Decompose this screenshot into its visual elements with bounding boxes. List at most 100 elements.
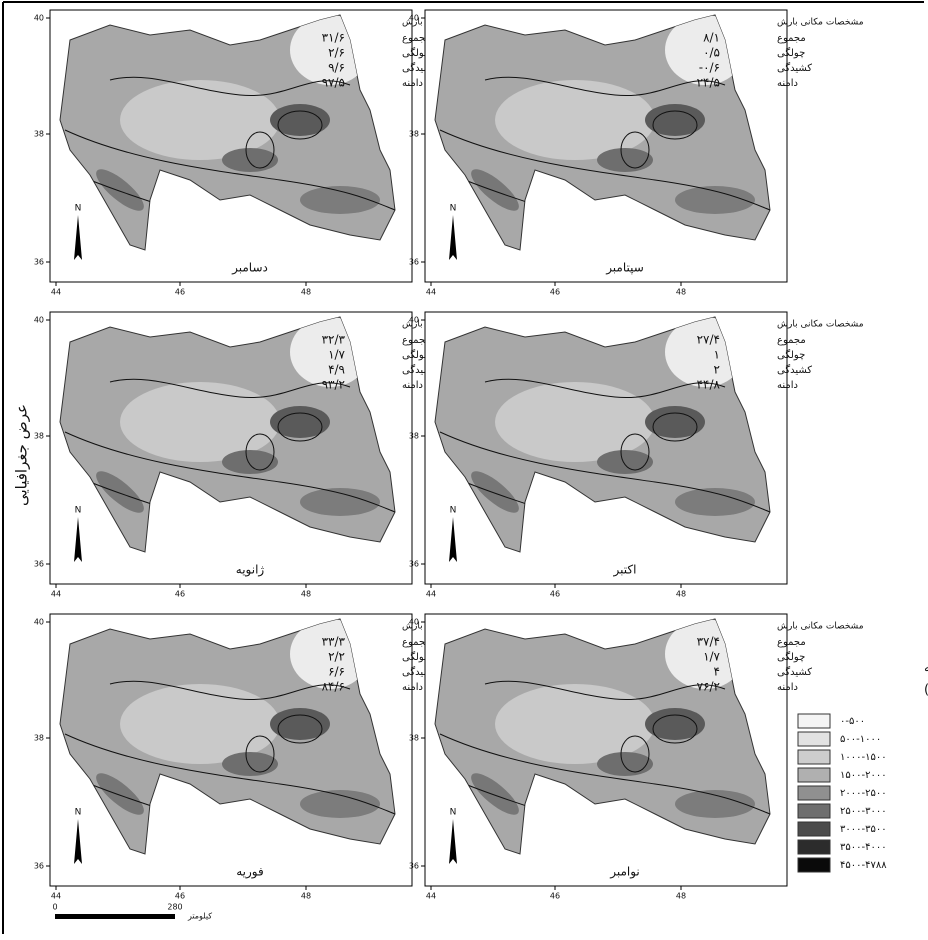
contour (64, 431, 395, 513)
legend-swatch (797, 857, 831, 873)
contour (109, 680, 351, 701)
stat-name: چولگی (777, 651, 805, 663)
contour (652, 110, 698, 140)
lat-tick-label: 40 (409, 14, 419, 23)
scale-bar: 0 280 کیلومتر (52, 903, 212, 921)
stat-name: مجموع (777, 33, 806, 44)
contour (109, 378, 351, 399)
stat-value: ۲۷/۴ (697, 333, 720, 347)
contour (439, 129, 770, 211)
highland (222, 148, 278, 172)
stat-name: چولگی (402, 651, 430, 663)
highland (675, 186, 755, 214)
stat-value: ۶/۶ (328, 665, 345, 679)
lon-tick-label: 48 (301, 892, 311, 901)
north-arrow (74, 819, 82, 864)
stat-value: ۴/۹ (328, 363, 345, 377)
contour (245, 433, 275, 471)
legend-label: ۱۰۰۰-۱۵۰۰ (840, 752, 887, 763)
stat-value: ۸۴/۶ (322, 680, 345, 694)
contour (620, 131, 650, 169)
lon-tick-label: 44 (426, 590, 436, 599)
highland (471, 169, 519, 211)
stat-name: کشیدگی (777, 364, 812, 376)
lon-tick-label: 44 (51, 288, 61, 297)
highland (645, 104, 705, 136)
stat-name: چولگی (402, 47, 430, 59)
lat-tick-label: 36 (34, 258, 44, 267)
legend-label: ۳۵۰۰-۴۰۰۰ (840, 842, 887, 853)
contour (439, 431, 770, 513)
stat-value: ۲/۲ (328, 650, 345, 664)
stat-value: ۳۲/۳ (322, 333, 346, 347)
relief (64, 317, 395, 528)
contour (484, 378, 726, 399)
stat-value: ۳۳/۳ (322, 635, 346, 649)
legend-swatch (797, 785, 831, 801)
lowland (120, 80, 280, 160)
stat-name: کشیدگی (777, 666, 812, 678)
lat-tick-label: 38 (34, 432, 44, 441)
stat-value: ۴ (714, 665, 720, 679)
lowland (495, 684, 655, 764)
contour (109, 76, 351, 97)
lon-tick-label: 48 (676, 288, 686, 297)
lowland (120, 382, 280, 462)
stats-title: مشخصات مکانی بارش (777, 320, 864, 330)
highland (645, 708, 705, 740)
stat-name: دامنه (777, 682, 798, 693)
lat-tick-label: 36 (409, 258, 419, 267)
lat-tick-label: 36 (409, 862, 419, 871)
highland (222, 752, 278, 776)
highland (471, 471, 519, 513)
lon-tick-label: 44 (51, 892, 61, 901)
contour (277, 412, 323, 442)
contour (620, 735, 650, 773)
lon-tick-label: 44 (426, 892, 436, 901)
lat-tick-label: 38 (409, 734, 419, 743)
relief (64, 619, 395, 830)
highland (300, 790, 380, 818)
stat-value: ۹۷/۵ (322, 76, 345, 90)
legend-title: طیف ارتفاعی منطقه (924, 661, 928, 676)
stat-name: چولگی (402, 349, 430, 361)
lon-tick-label: 48 (676, 892, 686, 901)
stat-value: ۸/۱ (703, 31, 720, 45)
legend-label: ۲۵۰۰-۳۰۰۰ (840, 806, 887, 817)
lowland (495, 382, 655, 462)
contour (64, 129, 395, 211)
lon-tick-label: 44 (51, 590, 61, 599)
north-arrow (449, 215, 457, 260)
contour (652, 714, 698, 744)
highland (597, 148, 653, 172)
highland (645, 406, 705, 438)
stat-value: ۲۴/۵ (697, 76, 720, 90)
lon-tick-label: 48 (301, 590, 311, 599)
contour (652, 412, 698, 442)
stat-value: ۹۳/۲ (322, 378, 345, 392)
lon-tick-label: 48 (676, 590, 686, 599)
stat-name: مجموع (402, 637, 431, 648)
relief (439, 15, 770, 226)
lat-tick-label: 40 (34, 618, 44, 627)
highland (300, 186, 380, 214)
map-panel: 40 38 36 44 46 48 N مشخصات مکانی بارش مجموع ۳۷/۴ چ… (409, 613, 864, 901)
highland (96, 773, 144, 815)
month-label: سپتامبر (605, 261, 644, 276)
north-arrow (74, 517, 82, 562)
legend-swatch (797, 839, 831, 855)
stat-name: دامنه (777, 78, 798, 89)
stat-value: ۰/۵ (703, 46, 720, 60)
stat-value: -۰/۶ (699, 61, 720, 75)
legend-label: ۴۵۰۰-۴۷۸۸ (840, 860, 887, 871)
lon-tick-label: 46 (175, 892, 185, 901)
highland (270, 708, 330, 740)
stat-name: مجموع (402, 33, 431, 44)
highland (471, 773, 519, 815)
legend-label: ۱۵۰۰-۲۰۰۰ (840, 770, 887, 781)
scale-start: 0 (52, 903, 57, 912)
scale-end: 280 (167, 903, 182, 912)
highland (675, 790, 755, 818)
